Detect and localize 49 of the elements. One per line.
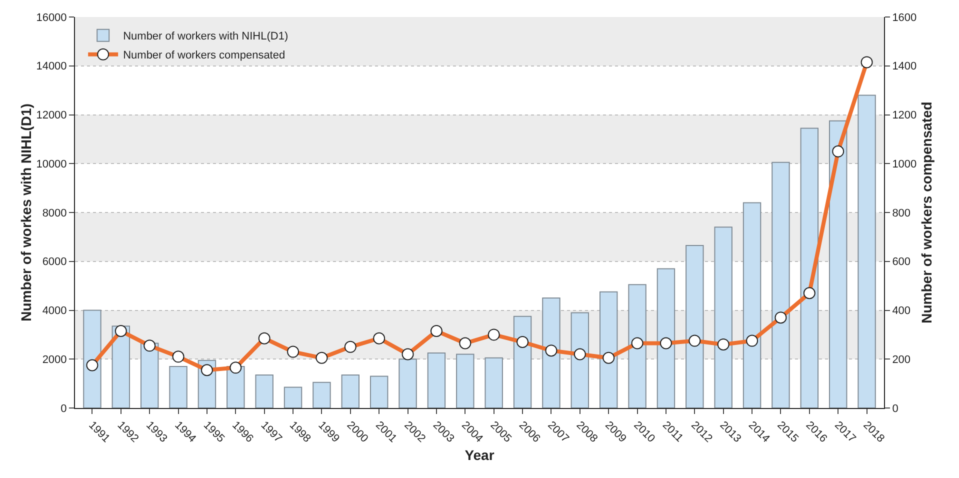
- y-axis-title: Number of workes with NIHL(D1): [18, 104, 34, 322]
- y2-tick-label: 1200: [892, 110, 917, 122]
- y2-tick-label: 800: [892, 207, 911, 220]
- bar: [742, 202, 762, 408]
- y2-tick-label: 400: [892, 305, 911, 318]
- bar: [570, 312, 590, 408]
- bar: [312, 382, 331, 408]
- bar: [800, 128, 819, 408]
- bar: [828, 120, 848, 408]
- y-tick-label: 10000: [36, 158, 67, 170]
- bar: [140, 342, 159, 408]
- bar: [169, 366, 188, 408]
- y-tick-label: 12000: [36, 110, 67, 122]
- y-tick-label: 2000: [42, 354, 67, 366]
- bar: [284, 386, 302, 408]
- bar: [255, 374, 274, 408]
- bar: [656, 268, 676, 408]
- y-tick-label: 4000: [42, 305, 67, 318]
- y2-tick-label: 200: [892, 354, 911, 366]
- legend-label: Number of workers compensated: [123, 50, 286, 62]
- y-tick-label: 8000: [42, 207, 67, 220]
- y-tick-label: 14000: [36, 60, 67, 73]
- y2-tick-label: 1400: [892, 60, 917, 73]
- bar: [686, 244, 704, 408]
- x-tick-label: 1997: [258, 419, 284, 446]
- bar: [599, 291, 618, 408]
- bar: [513, 316, 532, 408]
- bar: [456, 354, 474, 408]
- y2-tick-label: 1600: [892, 12, 917, 24]
- bar: [83, 310, 102, 408]
- y2-axis-title: Number of workers compensated: [918, 102, 935, 324]
- x-axis-title: Year: [464, 447, 495, 464]
- bar: [772, 162, 790, 408]
- bar: [714, 226, 732, 408]
- y2-tick-label: 600: [892, 256, 911, 268]
- bar: [398, 358, 417, 408]
- bar: [370, 376, 388, 408]
- legend-label: Number of workers with NIHL(D1): [123, 30, 288, 43]
- bar: [542, 298, 560, 408]
- y2-tick-label: 0: [892, 402, 898, 415]
- y-tick-label: 16000: [36, 12, 67, 24]
- bar: [484, 357, 503, 408]
- y-tick-label: 6000: [42, 256, 67, 268]
- y-tick-label: 0: [60, 402, 67, 415]
- bar: [628, 284, 646, 408]
- bar: [341, 374, 360, 408]
- y2-tick-label: 1000: [892, 158, 917, 170]
- bar: [427, 352, 446, 408]
- bar: [858, 94, 876, 408]
